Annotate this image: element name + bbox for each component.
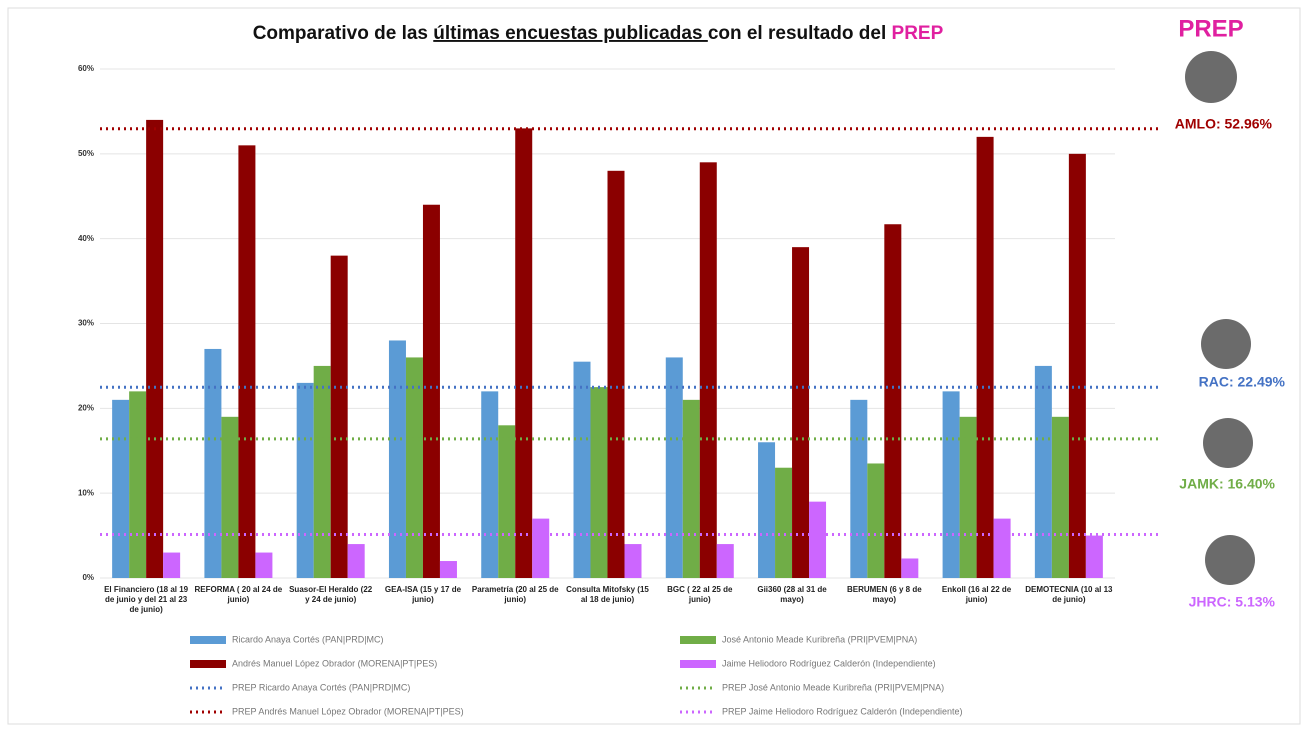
bar (347, 544, 365, 578)
bar (330, 255, 348, 578)
x-tick-label: GEA-ISA (15 y 17 de junio) (384, 585, 462, 604)
bar (238, 145, 256, 578)
bar (850, 399, 868, 578)
y-tick-label: 50% (78, 149, 94, 158)
bar (1034, 365, 1052, 578)
y-tick-label: 30% (78, 319, 94, 328)
legend-label: Ricardo Anaya Cortés (PAN|PRD|MC) (232, 634, 384, 644)
legend-label: Jaime Heliodoro Rodríguez Calderón (Inde… (722, 658, 936, 668)
bar (112, 399, 130, 578)
title-part: últimas encuestas publicadas (433, 23, 708, 44)
bar (255, 552, 273, 578)
bar (313, 365, 331, 578)
bar (204, 348, 222, 578)
bar (942, 391, 960, 578)
x-tick-label: DEMOTECNIA (10 al 13 de junio) (1025, 585, 1113, 604)
bar (1068, 153, 1086, 579)
prep-label: JAMK: 16.40% (1179, 476, 1275, 492)
bar (775, 467, 793, 578)
bar (1051, 416, 1069, 578)
x-tick-label: Suasor-El Heraldo (22 y 24 de junio) (289, 585, 373, 604)
bar (515, 128, 533, 578)
bar (163, 552, 181, 578)
bar (422, 204, 440, 578)
title-part: con el resultado del (708, 23, 892, 44)
legend-label: José Antonio Meade Kuribreña (PRI|PVEM|P… (722, 634, 917, 644)
legend-label: PREP José Antonio Meade Kuribreña (PRI|P… (722, 682, 944, 692)
bar (665, 357, 683, 578)
bar (959, 416, 977, 578)
bar (146, 119, 164, 579)
x-tick-label: BGC ( 22 al 25 de junio) (667, 585, 733, 604)
legend-label: PREP Ricardo Anaya Cortés (PAN|PRD|MC) (232, 682, 410, 692)
bar (699, 162, 717, 579)
bar (884, 224, 902, 578)
bar (624, 544, 642, 578)
bar (573, 361, 591, 578)
bar (481, 391, 499, 578)
bar (296, 382, 314, 578)
photo (1205, 535, 1255, 585)
photo (1203, 418, 1253, 468)
bar (221, 416, 239, 578)
bar (976, 136, 994, 578)
bar (867, 463, 885, 578)
legend-label: Andrés Manuel López Obrador (MORENA|PT|P… (232, 658, 437, 668)
legend-swatch (190, 660, 226, 668)
bar (439, 561, 457, 578)
legend-label: PREP Andrés Manuel López Obrador (MORENA… (232, 706, 464, 716)
bar (758, 442, 776, 578)
x-tick-label: Gii360 (28 al 31 de mayo) (757, 585, 827, 604)
bar (405, 357, 423, 578)
y-tick-label: 0% (82, 573, 94, 582)
y-tick-label: 20% (78, 403, 94, 412)
bar (809, 501, 827, 578)
legend-label: PREP Jaime Heliodoro Rodríguez Calderón … (722, 706, 962, 716)
x-tick-label: BERUMEN (6 y 8 de mayo) (846, 585, 922, 604)
title-part: Comparativo de las (253, 23, 434, 44)
photo (1201, 319, 1251, 369)
prep-label: RAC: 22.49% (1199, 374, 1286, 390)
y-tick-label: 10% (78, 488, 94, 497)
legend-swatch (190, 636, 226, 644)
bar (388, 340, 406, 578)
chart-title: Comparativo de las últimas encuestas pub… (253, 23, 944, 44)
legend-swatch (680, 636, 716, 644)
bar (590, 387, 608, 578)
bar (498, 425, 516, 578)
bar (682, 399, 700, 578)
legend-swatch (680, 660, 716, 668)
y-tick-label: 40% (78, 234, 94, 243)
x-tick-label: El Financiero (18 al 19 de junio y del 2… (104, 585, 189, 614)
bar (1085, 535, 1103, 578)
bar (607, 170, 625, 579)
side-title: PREP (1178, 15, 1243, 42)
x-tick-label: REFORMA ( 20 al 24 de junio) (194, 585, 283, 604)
bar (716, 544, 734, 578)
x-tick-label: Parametría (20 al 25 de junio) (471, 585, 559, 604)
bar (129, 391, 147, 578)
prep-label: AMLO: 52.96% (1175, 116, 1273, 132)
bar (993, 518, 1011, 578)
frame (7, 7, 1301, 725)
x-tick-label: Enkoll (16 al 22 de junio) (941, 585, 1012, 604)
prep-label: JHRC: 5.13% (1189, 594, 1276, 610)
y-tick-label: 60% (78, 64, 94, 73)
photo (1185, 51, 1237, 103)
title-part: PREP (892, 23, 944, 44)
bar (532, 518, 550, 578)
bar (792, 247, 810, 578)
bar (901, 558, 919, 578)
x-tick-label: Consulta Mitofsky (15 al 18 de junio) (566, 585, 649, 604)
